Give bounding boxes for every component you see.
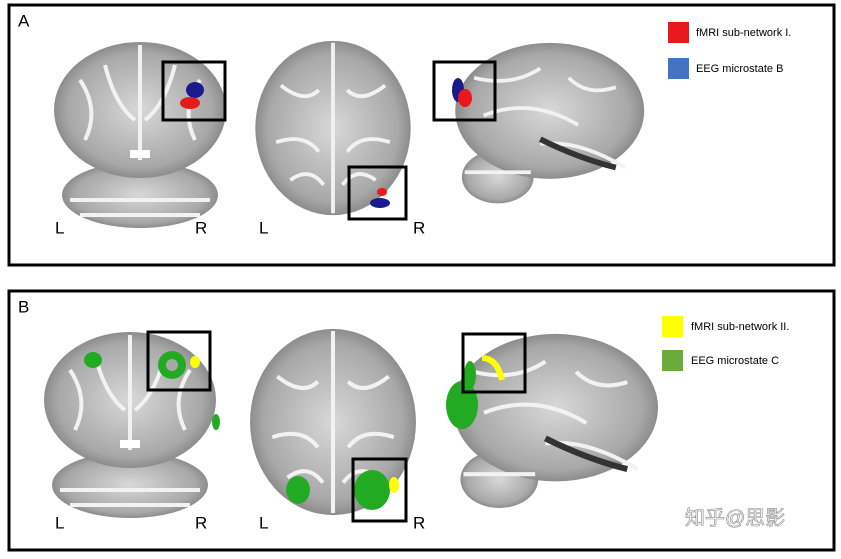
left-label: L bbox=[55, 218, 64, 237]
legend-label: fMRI sub-network I. bbox=[696, 27, 791, 39]
left-label: L bbox=[259, 218, 268, 237]
roi-box bbox=[161, 60, 227, 122]
axial-slice bbox=[253, 38, 413, 218]
roi-box bbox=[461, 332, 527, 394]
coronal-slice bbox=[42, 330, 218, 520]
right-label: R bbox=[413, 218, 425, 237]
activation-blobs bbox=[84, 351, 505, 510]
panel-label: B bbox=[18, 297, 29, 316]
coronal-slice bbox=[52, 40, 228, 230]
panel-label: A bbox=[18, 11, 30, 30]
activation-blobs bbox=[180, 78, 472, 208]
left-label: L bbox=[55, 513, 64, 532]
legend-swatch bbox=[662, 350, 683, 371]
roi-box bbox=[351, 457, 408, 523]
panel-b: B L R L R fMRI sub-network II. EEG micro… bbox=[7, 289, 836, 552]
left-label: L bbox=[259, 513, 268, 532]
right-label: R bbox=[413, 513, 425, 532]
right-label: R bbox=[195, 218, 207, 237]
legend-label: EEG microstate B bbox=[696, 63, 783, 75]
right-label: R bbox=[195, 513, 207, 532]
panel-a: A L R L R fMRI sub-network I. EEG micros… bbox=[7, 3, 836, 267]
legend-label: fMRI sub-network II. bbox=[691, 321, 789, 333]
panel-frame bbox=[7, 3, 836, 267]
legend-swatch bbox=[668, 58, 689, 79]
panel-frame bbox=[7, 289, 836, 552]
roi-box bbox=[432, 60, 497, 122]
legend-label: EEG microstate C bbox=[691, 355, 779, 367]
watermark: 知乎@思影 bbox=[685, 506, 785, 529]
roi-box bbox=[347, 165, 408, 221]
sagittal-slice bbox=[455, 43, 644, 204]
legend-swatch bbox=[662, 316, 683, 337]
roi-box bbox=[146, 330, 212, 392]
legend-swatch bbox=[668, 22, 689, 43]
